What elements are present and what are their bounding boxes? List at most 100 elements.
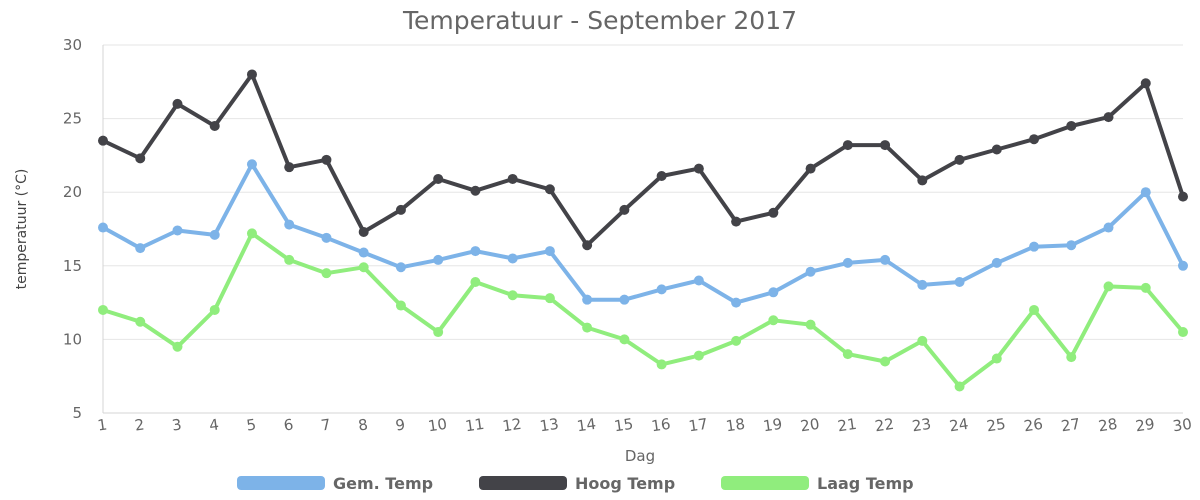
data-point[interactable] (1178, 191, 1188, 202)
data-point[interactable] (470, 246, 481, 257)
data-point[interactable] (656, 171, 667, 182)
data-point[interactable] (1140, 78, 1151, 89)
data-point[interactable] (619, 294, 630, 305)
data-point[interactable] (768, 287, 779, 298)
data-point[interactable] (433, 254, 444, 265)
data-point[interactable] (209, 229, 220, 240)
data-point[interactable] (321, 268, 332, 279)
data-point[interactable] (246, 159, 257, 170)
data-point[interactable] (917, 175, 928, 186)
data-point[interactable] (1066, 120, 1077, 131)
data-point[interactable] (805, 163, 816, 174)
series-1 (98, 159, 1188, 308)
data-point[interactable] (582, 240, 593, 251)
data-point[interactable] (470, 185, 481, 196)
data-point[interactable] (209, 304, 220, 315)
data-point[interactable] (358, 226, 369, 237)
data-point[interactable] (954, 381, 965, 392)
data-point[interactable] (246, 228, 257, 239)
data-point[interactable] (619, 334, 630, 345)
data-point[interactable] (395, 204, 406, 215)
data-point[interactable] (395, 262, 406, 273)
data-point[interactable] (991, 353, 1002, 364)
data-point[interactable] (544, 246, 555, 257)
data-point[interactable] (731, 297, 742, 308)
data-point[interactable] (284, 162, 295, 173)
legend-item[interactable]: Laag Temp (721, 474, 914, 493)
data-point[interactable] (619, 204, 630, 215)
data-point[interactable] (1178, 327, 1188, 338)
data-point[interactable] (433, 327, 444, 338)
data-point[interactable] (246, 69, 257, 80)
data-point[interactable] (991, 257, 1002, 268)
data-point[interactable] (1029, 304, 1040, 315)
data-point[interactable] (582, 322, 593, 333)
data-point[interactable] (98, 304, 108, 315)
data-point[interactable] (880, 356, 891, 367)
data-point[interactable] (172, 225, 183, 236)
data-point[interactable] (358, 262, 369, 273)
x-tick-label: 16 (650, 415, 671, 435)
data-point[interactable] (1103, 222, 1114, 233)
data-point[interactable] (98, 222, 108, 233)
data-point[interactable] (98, 135, 108, 146)
data-point[interactable] (693, 275, 704, 286)
x-tick-label: 30 (1172, 415, 1193, 435)
data-point[interactable] (842, 257, 853, 268)
data-point[interactable] (1140, 187, 1151, 198)
data-point[interactable] (1178, 260, 1188, 271)
data-point[interactable] (656, 284, 667, 295)
data-point[interactable] (954, 154, 965, 165)
data-point[interactable] (321, 232, 332, 243)
data-point[interactable] (731, 335, 742, 346)
data-point[interactable] (582, 294, 593, 305)
data-point[interactable] (172, 341, 183, 352)
data-point[interactable] (842, 349, 853, 360)
data-point[interactable] (433, 173, 444, 184)
data-point[interactable] (172, 98, 183, 109)
data-point[interactable] (805, 266, 816, 277)
data-point[interactable] (768, 207, 779, 218)
data-point[interactable] (544, 184, 555, 195)
data-point[interactable] (135, 243, 146, 254)
legend[interactable]: Gem. Temp Hoog Temp Laag Temp (237, 474, 914, 493)
data-point[interactable] (470, 276, 481, 287)
data-point[interactable] (544, 293, 555, 304)
data-point[interactable] (321, 154, 332, 165)
data-point[interactable] (1029, 241, 1040, 252)
data-point[interactable] (880, 140, 891, 151)
data-point[interactable] (768, 315, 779, 326)
data-point[interactable] (693, 350, 704, 361)
data-point[interactable] (1066, 352, 1077, 363)
data-point[interactable] (917, 335, 928, 346)
legend-item[interactable]: Gem. Temp (237, 474, 433, 493)
y-tick-label: 25 (63, 110, 82, 128)
data-point[interactable] (135, 316, 146, 327)
data-point[interactable] (693, 163, 704, 174)
data-point[interactable] (358, 247, 369, 258)
data-point[interactable] (507, 290, 518, 301)
data-point[interactable] (507, 173, 518, 184)
data-point[interactable] (1140, 282, 1151, 293)
data-point[interactable] (284, 254, 295, 265)
data-point[interactable] (731, 216, 742, 227)
data-point[interactable] (135, 153, 146, 164)
data-point[interactable] (917, 279, 928, 290)
data-point[interactable] (1029, 134, 1040, 145)
data-point[interactable] (209, 120, 220, 131)
data-point[interactable] (1103, 112, 1114, 123)
data-point[interactable] (656, 359, 667, 370)
data-point[interactable] (1066, 240, 1077, 251)
legend-item[interactable]: Hoog Temp (479, 474, 675, 493)
data-point[interactable] (1103, 281, 1114, 292)
data-point[interactable] (880, 254, 891, 265)
chart-title: Temperatuur - September 2017 (402, 6, 797, 35)
data-point[interactable] (395, 300, 406, 311)
data-point[interactable] (991, 144, 1002, 155)
data-point[interactable] (842, 140, 853, 151)
data-point[interactable] (284, 219, 295, 230)
data-point[interactable] (805, 319, 816, 330)
data-point[interactable] (507, 253, 518, 264)
data-point[interactable] (954, 276, 965, 287)
